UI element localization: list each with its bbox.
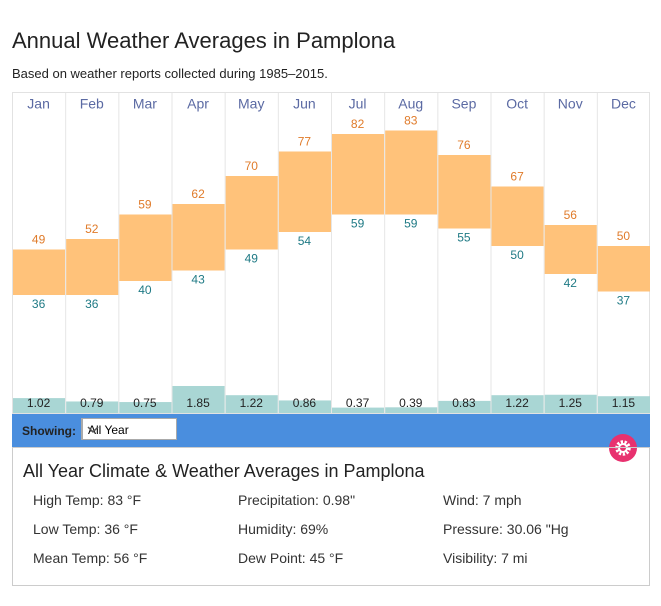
high-label: 67: [510, 170, 524, 184]
temp-range-bar: [597, 246, 650, 292]
summary-stat: Dew Point: 45 °F: [238, 550, 344, 566]
high-label: 50: [617, 229, 631, 243]
temp-range-bar: [438, 155, 491, 229]
summary-stat: Humidity: 69%: [238, 521, 329, 537]
low-label: 43: [191, 273, 205, 287]
precip-label: 1.22: [240, 396, 264, 410]
summary-stat: Precipitation: 0.98": [238, 492, 356, 508]
summary-stat: Mean Temp: 56 °F: [33, 550, 148, 566]
low-label: 40: [138, 283, 152, 297]
low-label: 42: [564, 276, 578, 290]
month-label: Oct: [506, 96, 528, 112]
high-label: 70: [245, 159, 259, 173]
page-subtitle: Based on weather reports collected durin…: [12, 66, 328, 81]
high-label: 83: [404, 114, 418, 128]
month-label: Jul: [349, 96, 367, 112]
temp-range-bar: [385, 130, 438, 215]
temp-range-bar: [544, 225, 597, 274]
precip-bar: [597, 396, 650, 413]
precip-label: 0.86: [293, 396, 317, 410]
high-label: 59: [138, 198, 152, 212]
high-label: 49: [32, 233, 46, 247]
precip-label: 0.79: [80, 396, 104, 410]
low-label: 37: [617, 294, 631, 308]
high-label: 62: [191, 187, 205, 201]
summary-stat: Pressure: 30.06 "Hg: [443, 521, 569, 537]
month-label: Dec: [611, 96, 636, 112]
precip-bar: [491, 395, 544, 413]
precip-bar: [66, 401, 119, 413]
low-label: 59: [404, 217, 418, 231]
low-label: 55: [457, 231, 471, 245]
precip-label: 0.75: [133, 396, 157, 410]
high-label: 56: [564, 208, 578, 222]
temp-range-bar: [491, 186, 544, 246]
high-label: 76: [457, 138, 471, 152]
summary-title: All Year Climate & Weather Averages in P…: [23, 461, 425, 481]
month-label: Sep: [451, 96, 476, 112]
precip-bar: [13, 398, 66, 413]
low-label: 36: [85, 297, 99, 311]
temp-range-bar: [278, 151, 331, 232]
low-label: 59: [351, 217, 365, 231]
precip-bar: [172, 385, 225, 413]
precip-bar: [438, 400, 491, 413]
precip-bar: [332, 407, 385, 413]
month-label: May: [238, 96, 264, 112]
low-label: 36: [32, 297, 46, 311]
period-select[interactable]: All Year: [81, 418, 177, 440]
precip-label: 0.39: [399, 396, 423, 410]
temp-range-bar: [172, 204, 225, 271]
month-label: Feb: [80, 96, 104, 112]
month-label: Nov: [558, 96, 583, 112]
precip-label: 1.02: [27, 396, 51, 410]
precip-bar: [119, 402, 172, 413]
temp-range-bar: [13, 249, 66, 295]
dropdown-arrow[interactable]: [82, 419, 103, 439]
precip-bar: [278, 400, 331, 413]
low-label: 50: [510, 248, 524, 262]
month-label: Jan: [27, 96, 50, 112]
high-label: 77: [298, 135, 312, 149]
temp-range-bar: [225, 176, 278, 250]
precip-bar: [544, 394, 597, 413]
high-label: 52: [85, 222, 99, 236]
summary-stat: Visibility: 7 mi: [443, 550, 528, 566]
low-label: 49: [245, 252, 259, 266]
summary-panel: All Year Climate & Weather Averages in P…: [12, 447, 650, 586]
summary-stat: Low Temp: 36 °F: [33, 521, 138, 537]
selected-period[interactable]: All Year: [88, 423, 129, 437]
low-label: 54: [298, 234, 312, 248]
precip-label: 1.25: [559, 396, 583, 410]
temp-range-bar: [119, 214, 172, 281]
summary-stat: Wind: 7 mph: [443, 492, 522, 508]
precip-bar: [385, 407, 438, 413]
month-label: Mar: [133, 96, 157, 112]
filter-bar: Showing: All Year: [12, 414, 650, 447]
month-label: Jun: [293, 96, 316, 112]
summary-stat: High Temp: 83 °F: [33, 492, 142, 508]
precip-label: 1.15: [612, 396, 636, 410]
page-title: Annual Weather Averages in Pamplona: [12, 28, 396, 53]
temp-range-bar: [66, 239, 119, 295]
high-label: 82: [351, 117, 365, 131]
precip-label: 1.22: [505, 396, 529, 410]
temp-range-bar: [332, 134, 385, 215]
settings-button[interactable]: [608, 433, 638, 463]
precip-label: 0.83: [452, 396, 476, 410]
precip-label: 1.85: [186, 396, 210, 410]
precip-label: 0.37: [346, 396, 370, 410]
showing-label: Showing:: [22, 424, 76, 438]
precip-bar: [225, 395, 278, 413]
month-label: Apr: [187, 96, 209, 112]
chart: Jan 49 36 1.02 Feb 52 36 0.79 Mar 59 40 0.75 Apr 62 43…: [12, 92, 650, 414]
month-label: Aug: [398, 96, 423, 112]
